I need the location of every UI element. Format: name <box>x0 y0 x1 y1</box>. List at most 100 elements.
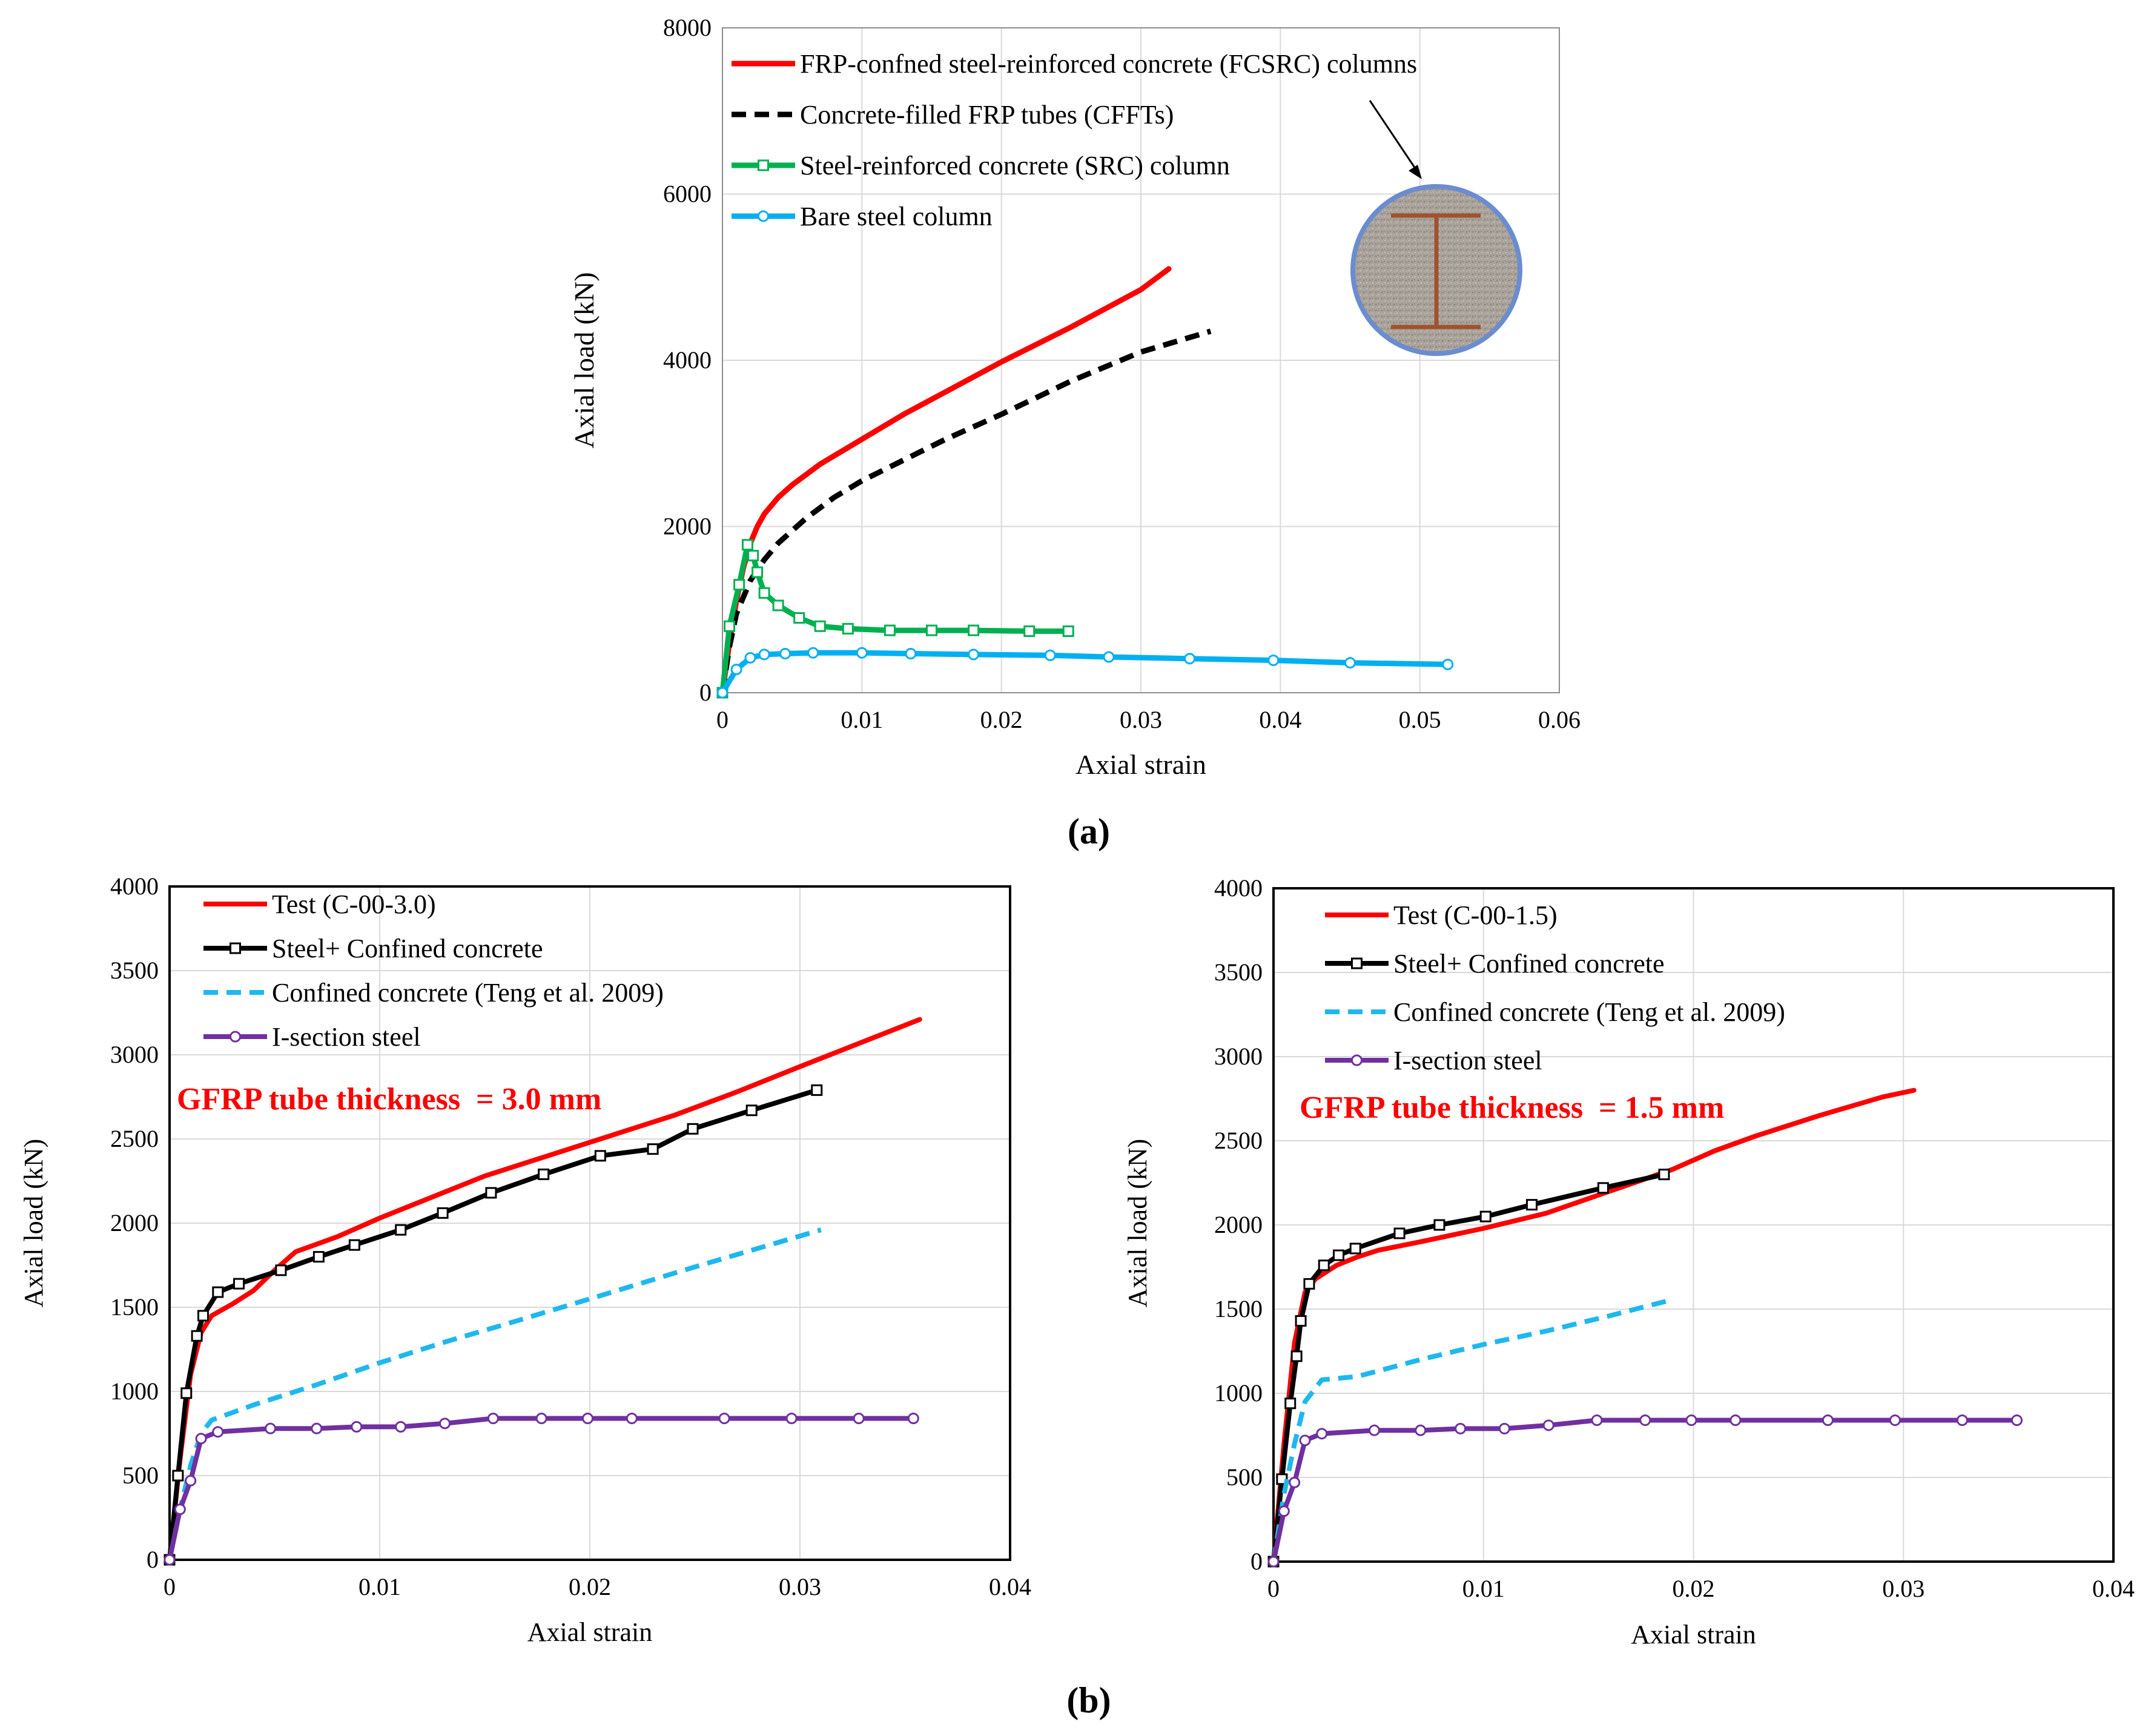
series-4-point <box>1729 1414 1742 1426</box>
series-2-point <box>745 1104 758 1117</box>
series-4-point <box>1103 651 1115 663</box>
legend-label-4: Bare steel column <box>800 202 993 231</box>
column-cross-section-illustration <box>1350 100 1522 356</box>
legend-label-2: Concrete-filled FRP tubes (CFFTs) <box>800 100 1174 130</box>
series-4-point <box>807 647 819 659</box>
series-2-point <box>1318 1259 1330 1272</box>
y-axis-label: Axial load (kN) <box>1123 1139 1152 1308</box>
y-tick-label: 4000 <box>110 873 159 900</box>
series-4-point <box>164 1554 176 1566</box>
series-2-point <box>191 1330 203 1342</box>
y-tick-label: 4000 <box>663 346 712 374</box>
caption-a: (a) <box>1068 811 1110 851</box>
series-line-3 <box>719 542 1071 696</box>
series-4-point <box>1278 1505 1290 1517</box>
series-4-point <box>351 1421 363 1433</box>
x-tick-label: 0.06 <box>1538 706 1581 733</box>
series-2-point <box>1290 1350 1303 1362</box>
series-line-3 <box>167 1227 822 1560</box>
series-3-point <box>793 612 805 624</box>
x-tick-label: 0.01 <box>1462 1575 1505 1602</box>
legend-marker-2 <box>1351 957 1363 969</box>
series-2-point <box>437 1207 449 1219</box>
x-tick-label: 0.01 <box>358 1573 401 1600</box>
series-4-point <box>265 1422 277 1434</box>
series-4-point <box>487 1412 499 1424</box>
series-4-point <box>1316 1428 1328 1440</box>
series-2-point <box>395 1224 407 1236</box>
series-4-point <box>1415 1424 1427 1436</box>
series-4-point <box>1639 1414 1651 1426</box>
series-4-point <box>785 1412 798 1424</box>
series-line-2 <box>167 1087 819 1562</box>
y-axis-label: Axial load (kN) <box>569 272 600 448</box>
x-tick-label: 0.02 <box>1673 1575 1715 1602</box>
series-2-point <box>312 1251 325 1263</box>
cross-section-pointer-arrow <box>1369 100 1421 176</box>
x-tick-label: 0.02 <box>980 706 1023 733</box>
x-tick-label: 0.04 <box>1259 706 1301 733</box>
x-axis-label: Axial strain <box>1631 1620 1756 1649</box>
series-2-point <box>275 1264 287 1276</box>
legend-label-3: Confined concrete (Teng et al. 2009) <box>272 978 664 1008</box>
series-2-point <box>1332 1249 1344 1261</box>
series-4-point <box>582 1412 594 1424</box>
legend-label-1: FRP-confned steel-reinforced concrete (F… <box>800 49 1417 79</box>
series-4-point <box>1889 1414 1901 1426</box>
legend-label-1: Test (C-00-1.5) <box>1393 900 1558 930</box>
legend-label-3: Confined concrete (Teng et al. 2009) <box>1393 997 1785 1027</box>
series-line-4 <box>719 650 1451 696</box>
series-2-point <box>647 1143 659 1155</box>
series-3-point <box>733 579 745 591</box>
legend-marker-3 <box>758 159 769 171</box>
series-2-point <box>348 1239 360 1251</box>
series-4-point <box>185 1474 197 1487</box>
y-tick-label: 3000 <box>110 1041 159 1068</box>
y-axis-label: Axial load (kN) <box>19 1139 48 1308</box>
series-4-point <box>905 647 917 659</box>
caption-b: (b) <box>1066 1680 1111 1720</box>
series-4-point <box>1822 1414 1834 1426</box>
y-tick-label: 1500 <box>1214 1295 1263 1322</box>
chart-b-right: 0 500 1000 1500 2000 2500 3000 3500 4000 0 0.01 0.0… <box>1123 874 2135 1649</box>
legend-marker-2 <box>230 942 241 954</box>
series-2-point <box>1284 1398 1297 1410</box>
series-4-point <box>856 647 868 659</box>
series-line-2 <box>719 328 1212 693</box>
series-3-point <box>724 620 736 632</box>
series-2-point <box>485 1187 497 1199</box>
series-4-point <box>758 649 770 661</box>
legend-marker-4 <box>758 210 769 222</box>
series-line-1 <box>1271 1087 1917 1564</box>
x-tick-label: 0.03 <box>779 1573 821 1600</box>
series-4-point <box>716 687 728 699</box>
y-tick-label: 2500 <box>1214 1127 1263 1154</box>
y-tick-label: 1000 <box>110 1378 159 1405</box>
series-4-point <box>853 1412 865 1424</box>
series-4-point <box>212 1426 224 1438</box>
series-4-point <box>626 1412 638 1424</box>
series-3-point <box>752 566 764 578</box>
plot-frame <box>1272 887 2115 1563</box>
series-3-point <box>758 587 770 599</box>
series-4-point <box>1542 1419 1554 1431</box>
legend-label-3: Steel-reinforced concrete (SRC) column <box>800 151 1230 180</box>
series-line-3 <box>1271 1298 1669 1562</box>
series-2-point <box>1349 1243 1361 1255</box>
y-tick-label: 3500 <box>1214 959 1263 986</box>
y-tick-label: 500 <box>122 1462 159 1489</box>
series-3-point <box>814 620 826 632</box>
series-4-point <box>195 1433 207 1445</box>
series-4-point <box>968 649 980 661</box>
series-2-point <box>1526 1199 1538 1211</box>
series-2-point <box>1295 1315 1307 1327</box>
series-4-point <box>718 1412 730 1424</box>
y-tick-label: 6000 <box>663 180 712 208</box>
x-axis-label: Axial strain <box>527 1617 653 1647</box>
series-4-point <box>1442 658 1454 670</box>
series-4-point <box>744 652 756 664</box>
series-2-point <box>1597 1182 1609 1194</box>
series-line-4 <box>167 1416 916 1562</box>
x-tick-label: 0.03 <box>1120 706 1162 733</box>
series-4-point <box>2010 1414 2023 1426</box>
